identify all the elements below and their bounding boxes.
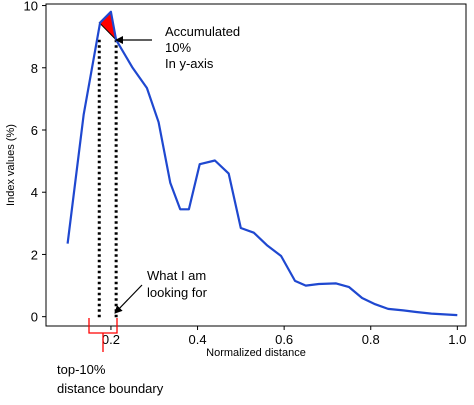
y-tick-label: 6 — [31, 123, 38, 138]
y-tick-label: 8 — [31, 61, 38, 76]
boundary-bracket — [88, 318, 118, 352]
looking-for-label-line1: What I am — [147, 268, 206, 283]
looking-for-arrow — [114, 284, 143, 314]
y-axis-ticks: 0 2 4 6 8 10 — [24, 0, 46, 325]
y-tick-label: 4 — [31, 185, 38, 200]
x-axis-label: Normalized distance — [206, 347, 306, 359]
boundary-label-line2: distance boundary — [57, 381, 164, 396]
x-tick-label: 0.2 — [102, 332, 120, 347]
accumulated-label-line1: Accumulated — [165, 24, 240, 39]
x-tick-label: 0.4 — [189, 332, 207, 347]
y-tick-label: 0 — [31, 310, 38, 325]
accumulated-label-line2: 10% — [165, 40, 191, 55]
accumulated-label-line3: In y-axis — [165, 56, 214, 71]
looking-for-label-line2: looking for — [147, 285, 208, 300]
y-tick-label: 2 — [31, 247, 38, 262]
boundary-label-line1: top-10% — [57, 362, 106, 377]
x-axis-ticks: 0.2 0.4 0.6 0.8 1.0 — [102, 326, 466, 347]
x-tick-label: 0.6 — [275, 332, 293, 347]
y-tick-label: 10 — [24, 0, 38, 14]
index-values-line — [66, 10, 458, 317]
x-tick-label: 1.0 — [448, 332, 466, 347]
y-axis-label: Index values (%) — [5, 124, 17, 206]
x-tick-label: 0.8 — [362, 332, 380, 347]
plot-frame — [45, 3, 467, 327]
